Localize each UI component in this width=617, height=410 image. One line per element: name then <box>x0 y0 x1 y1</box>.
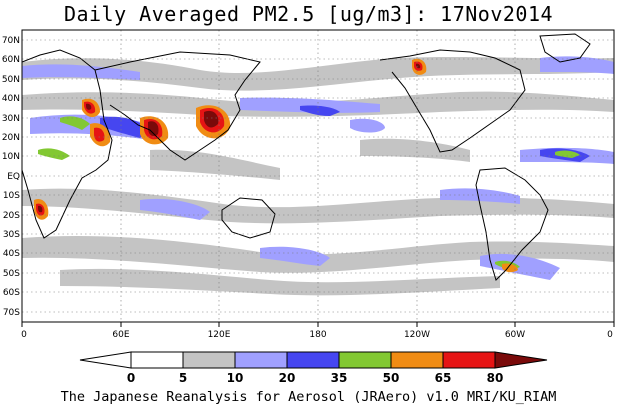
map-field <box>22 30 614 322</box>
colorbar-tick: 80 <box>487 371 504 385</box>
lat-label: 50S <box>3 269 20 279</box>
lon-label: 120E <box>208 330 231 340</box>
colorbar-tick: 20 <box>279 371 296 385</box>
lat-label: 10S <box>3 191 20 201</box>
lat-label: 60N <box>2 55 20 65</box>
colorbar-bin <box>182 351 236 369</box>
lat-label: 60S <box>3 288 20 298</box>
colorbar-tick: 35 <box>331 371 348 385</box>
colorbar-tick: 50 <box>383 371 400 385</box>
colorbar-tick: 65 <box>435 371 452 385</box>
lat-label: 70S <box>3 308 20 318</box>
colorbar-right-arrow <box>494 351 548 369</box>
lon-label: 0 <box>21 330 27 340</box>
pm-level-over-80 <box>38 63 421 213</box>
pm-level-5-10 <box>22 57 614 296</box>
lat-label: 20S <box>3 211 20 221</box>
coastlines <box>22 33 591 281</box>
colorbar-left-arrow <box>79 351 132 369</box>
colorbar-bin <box>442 351 496 369</box>
colorbar-tick: 10 <box>227 371 244 385</box>
colorbar: 0 5 10 20 35 50 65 80 <box>79 351 548 385</box>
lat-label: 50N <box>2 75 20 85</box>
lat-lon-grid <box>22 30 614 322</box>
lon-label: 120W <box>404 330 430 340</box>
lat-label: 30N <box>2 114 20 124</box>
colorbar-bin <box>130 351 184 369</box>
lon-label: 60W <box>505 330 525 340</box>
colorbar-bin <box>286 351 340 369</box>
lat-label: 40N <box>2 94 20 104</box>
lat-label: 40S <box>3 249 20 259</box>
colorbar-bin <box>234 351 288 369</box>
colorbar-bin <box>338 351 392 369</box>
colorbar-tick: 5 <box>179 371 187 385</box>
map-title: Daily Averaged PM2.5 [ug/m3]: 17Nov2014 <box>63 2 554 26</box>
lon-label: 60E <box>112 330 129 340</box>
axis-ticks <box>21 322 615 327</box>
lat-label: 20N <box>2 133 20 143</box>
lon-label: 180 <box>309 330 326 340</box>
lon-label: 0 <box>607 330 613 340</box>
lat-label: 70N <box>2 36 20 46</box>
colorbar-tick: 0 <box>127 371 135 385</box>
lat-label: EQ <box>7 172 20 182</box>
colorbar-bin <box>390 351 444 369</box>
lat-label: 30S <box>3 230 20 240</box>
lat-label: 10N <box>2 152 20 162</box>
lat-axis: 70N 60N 50N 40N 30N 20N 10N EQ 10S 20S 3… <box>2 36 20 318</box>
credit-line: The Japanese Reanalysis for Aerosol (JRA… <box>60 389 557 405</box>
lon-axis: 0 60E 120E 180 120W 60W 0 <box>21 330 613 340</box>
